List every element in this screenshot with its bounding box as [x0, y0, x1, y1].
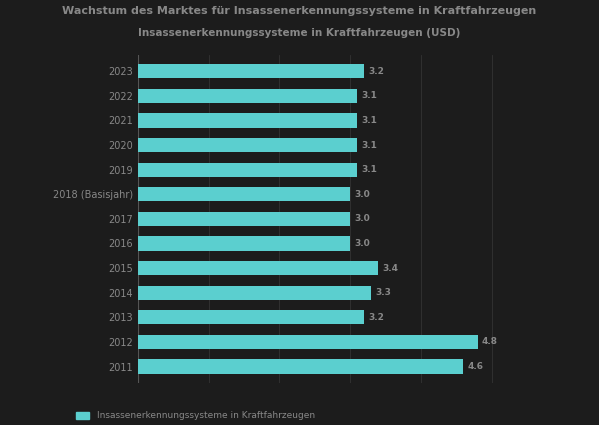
Text: 3.2: 3.2 — [368, 313, 385, 322]
Bar — [138, 310, 364, 324]
Text: 3.0: 3.0 — [355, 214, 370, 224]
Text: 3.3: 3.3 — [376, 288, 392, 297]
Bar — [138, 236, 350, 251]
Text: 3.1: 3.1 — [361, 165, 377, 174]
Bar — [138, 138, 357, 152]
Bar — [138, 335, 477, 349]
Text: 4.8: 4.8 — [482, 337, 498, 346]
Text: 3.0: 3.0 — [355, 239, 370, 248]
Text: 3.2: 3.2 — [368, 67, 385, 76]
Bar — [138, 113, 357, 128]
Bar — [138, 89, 357, 103]
Text: 3.1: 3.1 — [361, 116, 377, 125]
Text: 4.6: 4.6 — [468, 362, 483, 371]
Text: 3.1: 3.1 — [361, 91, 377, 100]
Bar — [138, 187, 350, 201]
Text: 3.0: 3.0 — [355, 190, 370, 199]
Text: 3.4: 3.4 — [383, 264, 399, 272]
Bar — [138, 212, 350, 226]
Bar — [138, 162, 357, 177]
Text: Insassenerkennungssysteme in Kraftfahrzeugen (USD): Insassenerkennungssysteme in Kraftfahrze… — [138, 28, 461, 38]
Bar — [138, 261, 379, 275]
Legend: Insassenerkennungssysteme in Kraftfahrzeugen: Insassenerkennungssysteme in Kraftfahrze… — [72, 408, 318, 424]
Bar — [138, 286, 371, 300]
Text: 3.1: 3.1 — [361, 141, 377, 150]
Bar — [138, 360, 464, 374]
Bar — [138, 64, 364, 78]
Text: Wachstum des Marktes für Insassenerkennungssysteme in Kraftfahrzeugen: Wachstum des Marktes für Insassenerkennu… — [62, 6, 537, 17]
